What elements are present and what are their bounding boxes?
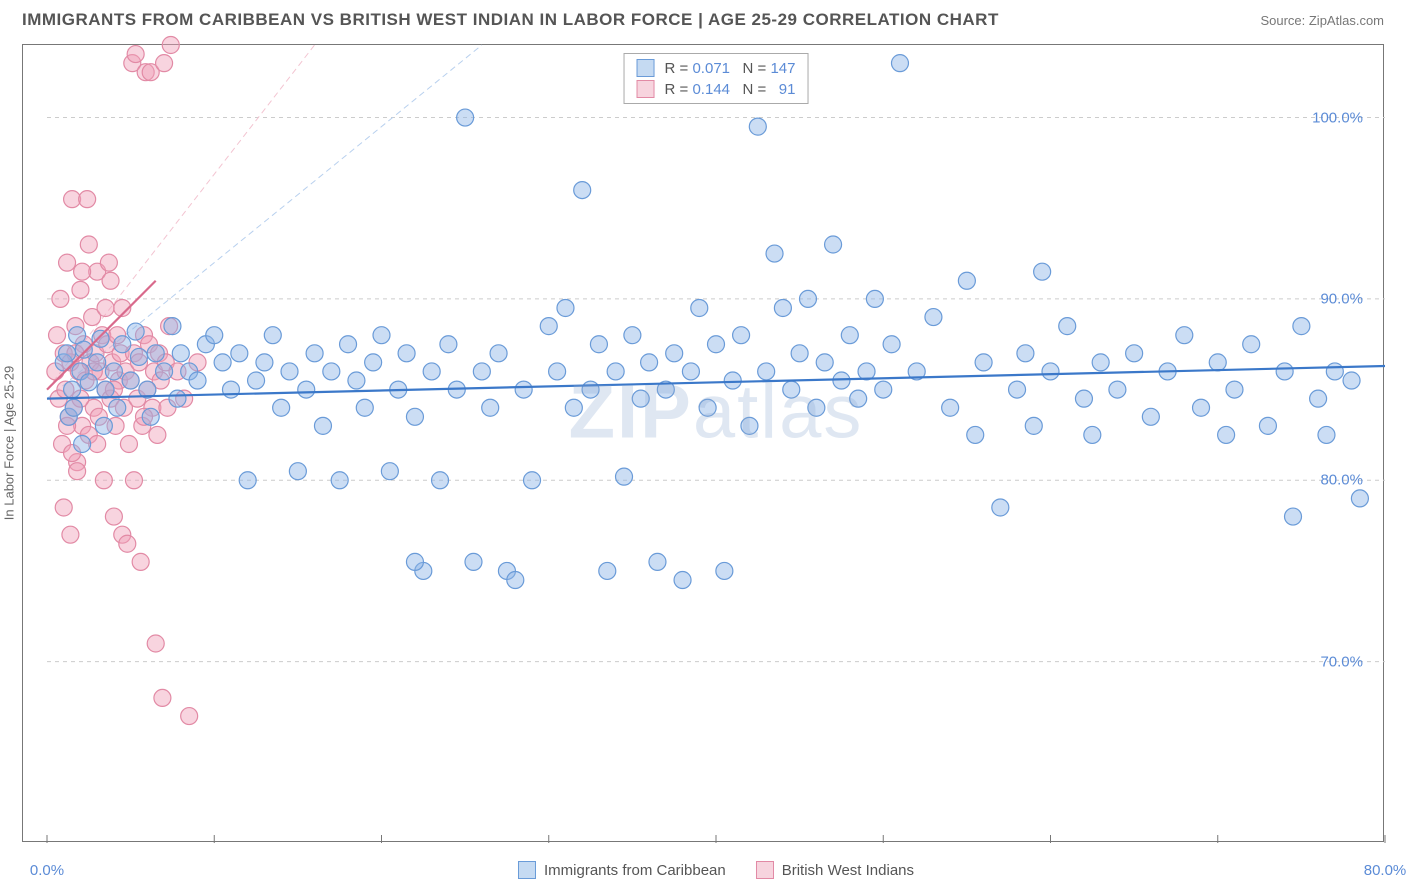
legend-item-caribbean: Immigrants from Caribbean: [518, 861, 726, 879]
x-tick-label: 80.0%: [1364, 862, 1406, 879]
chart-container: In Labor Force | Age 25-29 R = 0.071 N =…: [22, 44, 1384, 842]
chart-title: IMMIGRANTS FROM CARIBBEAN VS BRITISH WES…: [22, 10, 999, 30]
swatch-caribbean-icon: [518, 861, 536, 879]
y-tick-label: 80.0%: [1320, 472, 1363, 489]
legend-row-bwi: R = 0.144 N = 91: [637, 80, 796, 98]
legend-label-bwi: British West Indians: [782, 862, 914, 879]
scatter-svg: [47, 45, 1385, 843]
legend-text-bwi: R = 0.144 N = 91: [665, 81, 796, 98]
swatch-caribbean: [637, 59, 655, 77]
legend-item-bwi: British West Indians: [756, 861, 914, 879]
swatch-bwi-icon: [756, 861, 774, 879]
y-tick-label: 100.0%: [1312, 109, 1363, 126]
source-credit: Source: ZipAtlas.com: [1260, 13, 1384, 28]
legend-label-caribbean: Immigrants from Caribbean: [544, 862, 726, 879]
y-tick-label: 70.0%: [1320, 653, 1363, 670]
y-tick-label: 90.0%: [1320, 290, 1363, 307]
plot-area: R = 0.071 N = 147 R = 0.144 N = 91 ZIPat…: [47, 45, 1385, 843]
legend-row-caribbean: R = 0.071 N = 147: [637, 59, 796, 77]
series-legend: Immigrants from Caribbean British West I…: [518, 861, 914, 879]
swatch-bwi: [637, 80, 655, 98]
x-tick-label: 0.0%: [30, 862, 64, 879]
y-axis-label: In Labor Force | Age 25-29: [2, 366, 17, 520]
legend-text-caribbean: R = 0.071 N = 147: [665, 60, 796, 77]
correlation-legend: R = 0.071 N = 147 R = 0.144 N = 91: [624, 53, 809, 104]
